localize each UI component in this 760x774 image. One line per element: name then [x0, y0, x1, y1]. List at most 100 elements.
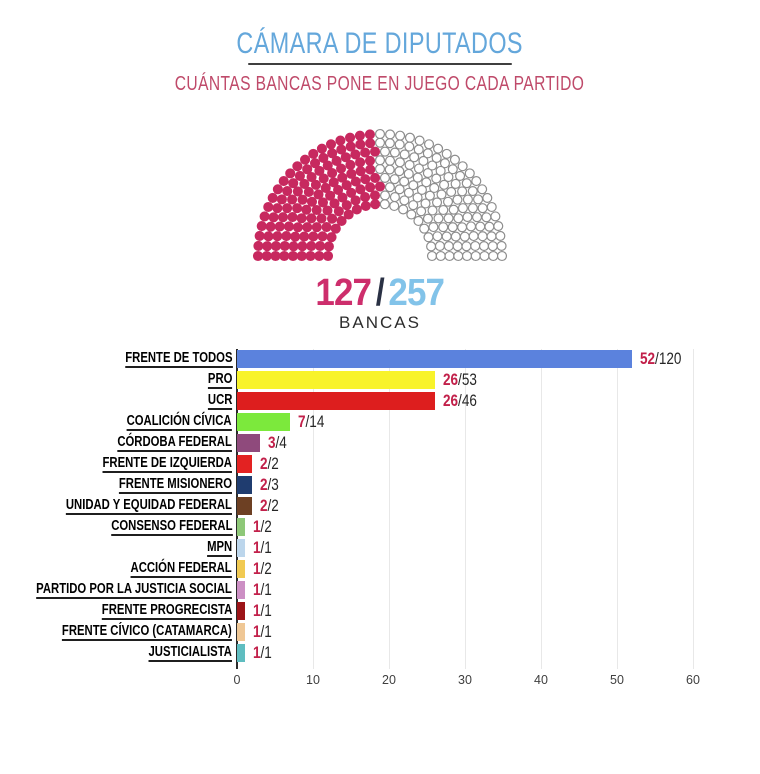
seat-dot-filled: [292, 160, 303, 171]
seat-dot-filled: [369, 189, 381, 201]
seat-dot-empty: [428, 221, 439, 232]
seat-dot-filled: [325, 138, 337, 149]
counter-total: 257: [388, 271, 445, 314]
seat-dot-empty: [443, 212, 454, 223]
seat-dot-empty: [438, 204, 449, 215]
seat-dot-filled: [311, 221, 322, 232]
seat-dot-filled: [317, 196, 329, 207]
page-subtitle-text: CUÁNTAS BANCAS PONE EN JUEGO CADA PARTID…: [175, 72, 585, 95]
seat-dot-filled: [274, 221, 285, 232]
seat-dot-filled: [350, 194, 361, 205]
seat-dot-filled: [288, 177, 299, 188]
bar: [237, 496, 253, 515]
x-tick-label: 20: [382, 672, 396, 687]
seat-dot-empty: [457, 160, 468, 171]
seat-dot-empty: [442, 196, 454, 207]
seat-dot-filled: [365, 163, 376, 175]
seat-dot-empty: [467, 185, 478, 196]
bar: [237, 643, 245, 662]
seat-dot-empty: [399, 176, 410, 187]
bar: [237, 349, 633, 368]
category-label: FRENTE MISIONERO: [118, 475, 232, 494]
seat-dot-filled: [364, 155, 376, 166]
seat-dot-empty: [496, 240, 507, 251]
value-label: 1/1: [252, 643, 272, 662]
seat-dot-filled: [276, 193, 287, 204]
seat-dot-empty: [389, 173, 400, 184]
seat-dot-empty: [423, 231, 434, 242]
seat-dot-filled: [341, 199, 352, 210]
seat-dot-empty: [457, 202, 468, 213]
value-label: 1/1: [252, 622, 272, 641]
bar-row: ACCIÓN FEDERAL 1/2: [0, 559, 760, 580]
seat-dot-filled: [297, 194, 308, 205]
seat-dot-empty: [431, 152, 442, 163]
bar-row: JUSTICIALISTA 1/1: [0, 643, 760, 664]
seat-dot-empty: [461, 250, 473, 261]
seat-dot-filled: [369, 146, 381, 157]
seat-dot-filled: [306, 196, 318, 207]
seat-dot-empty: [433, 143, 444, 154]
seat-dot-empty: [478, 240, 490, 251]
seat-dot-empty: [479, 250, 490, 261]
seat-dot-empty: [490, 210, 501, 221]
seat-dot-empty: [379, 146, 391, 157]
seat-dot-empty: [441, 230, 452, 241]
seat-dot-empty: [426, 240, 437, 251]
category-label: FRENTE DE TODOS: [124, 349, 232, 368]
seat-dot-filled: [308, 230, 319, 241]
category-label: ACCIÓN FEDERAL: [130, 559, 232, 578]
seat-dot-empty: [403, 168, 414, 179]
seat-dot-filled: [314, 250, 325, 261]
category-label: UCR: [207, 391, 232, 410]
x-tick-label: 10: [306, 672, 320, 687]
value-label: 26/53: [442, 370, 477, 389]
seat-dot-filled: [316, 143, 327, 154]
seat-dot-filled: [316, 212, 327, 223]
page-subtitle: CUÁNTAS BANCAS PONE EN JUEGO CADA PARTID…: [117, 73, 642, 96]
seat-dot-filled: [308, 148, 319, 159]
seat-dot-empty: [384, 137, 395, 148]
seat-dot-empty: [422, 147, 433, 158]
bar: [237, 601, 245, 620]
seat-dot-empty: [409, 151, 420, 162]
seat-dot-filled: [306, 171, 317, 182]
bar: [237, 475, 253, 494]
category-label: FRENTE CÍVICO (CATAMARCA): [62, 622, 232, 641]
seat-dot-filled: [270, 250, 281, 261]
seat-dot-empty: [394, 138, 405, 150]
seat-dot-filled: [299, 230, 310, 242]
bar-row: CONSENSO FEDERAL 1/2: [0, 517, 760, 538]
seat-dot-empty: [422, 213, 433, 224]
category-label: UNIDAD Y EQUIDAD FEDERAL: [65, 496, 232, 515]
seat-dot-empty: [447, 221, 458, 232]
seat-dot-empty: [461, 177, 472, 188]
seat-dot-empty: [416, 184, 427, 195]
seat-dot-filled: [253, 240, 264, 251]
seat-dot-filled: [321, 221, 332, 232]
gridline: [541, 348, 542, 669]
seat-dot-filled: [350, 148, 361, 159]
seat-dot-filled: [365, 181, 376, 192]
seat-dot-empty: [432, 230, 443, 241]
seat-dot-empty: [453, 212, 464, 223]
x-tick-label: 40: [534, 672, 548, 687]
seat-dot-empty: [487, 240, 498, 251]
seat-dot-filled: [328, 176, 339, 187]
seat-dot-empty: [486, 201, 497, 212]
seat-dot-empty: [374, 154, 386, 165]
seat-dot-filled: [300, 154, 311, 165]
seat-dot-empty: [427, 159, 438, 171]
seat-dot-filled: [299, 178, 310, 189]
bar-row: PARTIDO POR LA JUSTICIA SOCIAL 1/1: [0, 580, 760, 601]
seat-dot-empty: [470, 250, 481, 261]
bar: [237, 370, 435, 389]
seat-dot-empty: [394, 165, 405, 176]
page-title: CÁMARA DE DIPUTADOS: [196, 28, 563, 60]
bar-row: MPN 1/1: [0, 538, 760, 559]
bar: [237, 412, 291, 431]
x-tick-label: 50: [610, 672, 624, 687]
value-label: 52/120: [640, 349, 682, 368]
bar-row: FRENTE CÍVICO (CATAMARCA) 1/1: [0, 622, 760, 643]
